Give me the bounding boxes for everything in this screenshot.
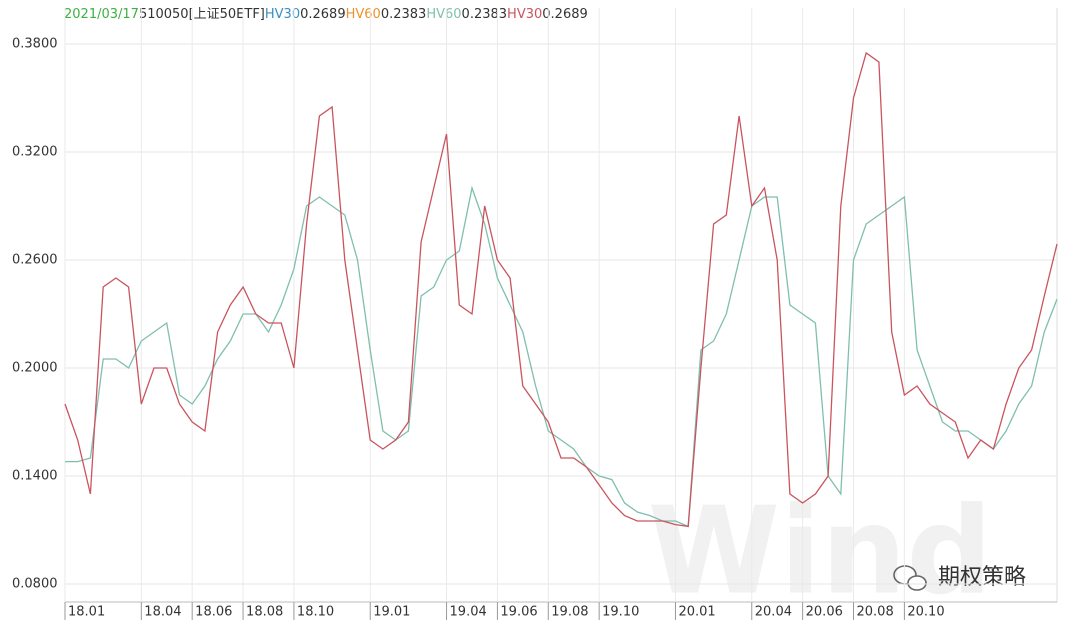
legend-value: 0.2383 xyxy=(462,7,508,22)
x-tick-label: 20.01 xyxy=(678,605,715,620)
legend-name: HV30 xyxy=(507,7,542,22)
x-tick-label: 19.04 xyxy=(450,605,487,620)
series-line xyxy=(64,51,1058,528)
x-tick-label: 19.06 xyxy=(500,605,537,620)
x-tick-label: 18.08 xyxy=(246,605,283,620)
source-label: 期权策略 xyxy=(938,565,1026,590)
header: 2021/03/17510050[上证50ETF]HV300.2689HV600… xyxy=(64,7,588,22)
watermark: Wind xyxy=(648,483,993,622)
x-tick-label: 18.10 xyxy=(297,605,334,620)
legend-value: 0.2689 xyxy=(300,7,346,22)
x-tick-label: 20.10 xyxy=(907,605,944,620)
legend-name: HV30 xyxy=(265,7,300,22)
header-code: 510050[上证50ETF] xyxy=(139,7,265,22)
x-tick-label: 19.01 xyxy=(373,605,410,620)
y-tick-label: 0.1400 xyxy=(12,469,58,484)
x-tick-label: 19.10 xyxy=(602,605,639,620)
x-tick-label: 19.08 xyxy=(551,605,588,620)
header-text: 2021/03/17510050[上证50ETF]HV300.2689HV600… xyxy=(64,7,588,22)
y-tick-label: 0.0800 xyxy=(12,577,58,592)
header-date: 2021/03/17 xyxy=(64,7,139,22)
y-tick-label: 0.2000 xyxy=(12,361,58,376)
x-tick-label: 20.06 xyxy=(806,605,843,620)
y-tick-label: 0.2600 xyxy=(12,253,58,268)
y-tick-label: 0.3200 xyxy=(12,145,58,160)
x-tick-label: 20.04 xyxy=(755,605,792,620)
legend-value: 0.2689 xyxy=(542,7,588,22)
legend-name: HV60 xyxy=(346,7,381,22)
x-tick-label: 18.06 xyxy=(195,605,232,620)
x-tick-label: 18.04 xyxy=(144,605,181,620)
x-tick-label: 20.08 xyxy=(857,605,894,620)
y-tick-label: 0.3800 xyxy=(12,37,58,52)
series-line xyxy=(65,185,1058,528)
x-tick-label: 18.01 xyxy=(68,605,105,620)
legend-value: 0.2383 xyxy=(381,7,427,22)
legend-name: HV60 xyxy=(426,7,461,22)
